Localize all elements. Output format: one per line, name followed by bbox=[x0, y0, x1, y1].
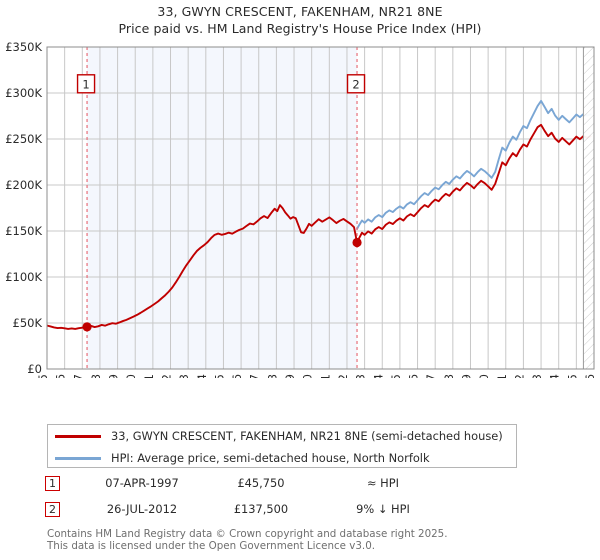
plot-frame bbox=[46, 46, 595, 370]
svg-text:1995: 1995 bbox=[36, 374, 50, 378]
svg-text:2017: 2017 bbox=[424, 374, 438, 378]
svg-text:1996: 1996 bbox=[54, 374, 68, 378]
svg-text:2026: 2026 bbox=[583, 374, 597, 378]
legend-label-hpi: HPI: Average price, semi-detached house,… bbox=[111, 451, 430, 465]
svg-text:2013: 2013 bbox=[354, 374, 368, 378]
chart-title-block: 33, GWYN CRESCENT, FAKENHAM, NR21 8NE Pr… bbox=[0, 0, 600, 37]
svg-text:1998: 1998 bbox=[89, 374, 103, 378]
legend-item-hpi: HPI: Average price, semi-detached house,… bbox=[48, 447, 516, 469]
series-lines bbox=[47, 99, 592, 330]
sale-date: 26-JUL-2012 bbox=[106, 502, 178, 516]
svg-text:£150K: £150K bbox=[5, 224, 42, 238]
page-subtitle: Price paid vs. HM Land Registry's House … bbox=[118, 21, 482, 36]
svg-text:2020: 2020 bbox=[477, 374, 491, 378]
svg-text:2012: 2012 bbox=[336, 374, 350, 378]
svg-text:£250K: £250K bbox=[5, 132, 42, 146]
table-row[interactable]: 1 07-APR-1997 £45,750 ≈ HPI bbox=[45, 474, 565, 500]
footer-line-2: This data is licensed under the Open Gov… bbox=[47, 540, 376, 553]
svg-text:2024: 2024 bbox=[548, 374, 562, 378]
sale-index-badge: 2 bbox=[45, 502, 60, 517]
page-title: 33, GWYN CRESCENT, FAKENHAM, NR21 8NE bbox=[157, 4, 443, 19]
sale-price: £137,500 bbox=[233, 502, 289, 516]
svg-text:2019: 2019 bbox=[459, 374, 473, 378]
svg-text:1997: 1997 bbox=[71, 374, 85, 378]
svg-text:1: 1 bbox=[82, 77, 89, 91]
plot-background bbox=[47, 47, 594, 369]
svg-text:£0: £0 bbox=[27, 362, 42, 376]
chart-svg: £0 £50K £100K £150K £200K £250K £300K £350K 199… bbox=[5, 40, 597, 378]
svg-text:2010: 2010 bbox=[301, 374, 315, 378]
svg-text:£50K: £50K bbox=[13, 316, 43, 330]
svg-text:£300K: £300K bbox=[5, 86, 42, 100]
svg-text:2021: 2021 bbox=[495, 374, 509, 378]
svg-text:2002: 2002 bbox=[160, 374, 174, 378]
svg-text:2005: 2005 bbox=[212, 374, 226, 378]
svg-text:£200K: £200K bbox=[5, 178, 42, 192]
svg-text:2011: 2011 bbox=[318, 374, 332, 378]
svg-text:2025: 2025 bbox=[565, 374, 579, 378]
svg-text:£100K: £100K bbox=[5, 270, 42, 284]
svg-text:2022: 2022 bbox=[512, 374, 526, 378]
sale-markers bbox=[82, 47, 594, 369]
svg-text:2007: 2007 bbox=[248, 374, 262, 378]
price-history-chart: £0 £50K £100K £150K £200K £250K £300K £350K 199… bbox=[0, 38, 600, 378]
legend-swatch-hpi bbox=[55, 456, 101, 460]
copyright-footer: Contains HM Land Registry data © Crown c… bbox=[47, 528, 587, 553]
svg-text:2: 2 bbox=[352, 77, 359, 91]
svg-text:1999: 1999 bbox=[107, 374, 121, 378]
svg-text:2009: 2009 bbox=[283, 374, 297, 378]
sale-hpi-delta: 9% ↓ HPI bbox=[356, 502, 410, 516]
legend-item-property: 33, GWYN CRESCENT, FAKENHAM, NR21 8NE (s… bbox=[48, 425, 516, 447]
legend-label-property: 33, GWYN CRESCENT, FAKENHAM, NR21 8NE (s… bbox=[111, 429, 503, 443]
svg-text:2004: 2004 bbox=[195, 374, 209, 378]
svg-text:2014: 2014 bbox=[371, 374, 385, 378]
sales-table: 1 07-APR-1997 £45,750 ≈ HPI 2 26-JUL-201… bbox=[45, 474, 565, 526]
svg-text:2023: 2023 bbox=[530, 374, 544, 378]
legend-swatch-property bbox=[55, 434, 101, 438]
sale-date: 07-APR-1997 bbox=[105, 476, 179, 490]
footer-line-1: Contains HM Land Registry data © Crown c… bbox=[47, 528, 448, 540]
svg-text:£350K: £350K bbox=[5, 40, 42, 54]
sale-hpi-delta: ≈ HPI bbox=[367, 476, 399, 490]
grid-lines bbox=[46, 46, 595, 370]
svg-text:2003: 2003 bbox=[177, 374, 191, 378]
svg-text:2018: 2018 bbox=[442, 374, 456, 378]
y-axis-labels: £0 £50K £100K £150K £200K £250K £300K £350K bbox=[5, 40, 42, 376]
chart-legend: 33, GWYN CRESCENT, FAKENHAM, NR21 8NE (s… bbox=[47, 424, 517, 468]
svg-text:2015: 2015 bbox=[389, 374, 403, 378]
x-axis-labels: 1995 19961997 1998 19992000 2001 20022003 2004… bbox=[36, 374, 597, 378]
svg-text:2006: 2006 bbox=[230, 374, 244, 378]
svg-text:2001: 2001 bbox=[142, 374, 156, 378]
sale-price: £45,750 bbox=[237, 476, 285, 490]
sale-index-badge: 1 bbox=[45, 476, 60, 491]
svg-text:2016: 2016 bbox=[407, 374, 421, 378]
svg-text:2000: 2000 bbox=[124, 374, 138, 378]
table-row[interactable]: 2 26-JUL-2012 £137,500 9% ↓ HPI bbox=[45, 500, 565, 526]
svg-text:2008: 2008 bbox=[265, 374, 279, 378]
